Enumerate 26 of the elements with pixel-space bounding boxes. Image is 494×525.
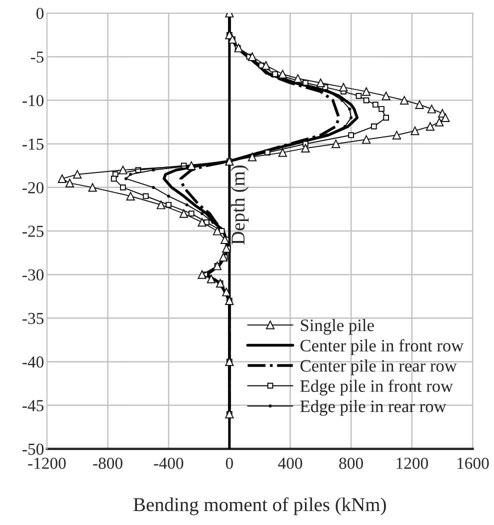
x-tick-label: 0 xyxy=(226,458,233,469)
x-tick-label: 400 xyxy=(278,458,302,469)
legend-label: Single pile xyxy=(300,318,374,335)
x-tick-label: 1600 xyxy=(458,458,489,469)
y-tick-label: -30 xyxy=(22,269,44,281)
legend-label: Edge pile in rear row xyxy=(300,400,446,416)
y-tick-label: 0 xyxy=(36,8,44,20)
y-tick-label: -10 xyxy=(22,94,44,106)
legend-label: Edge pile in front row xyxy=(300,380,454,396)
y-tick-label: -40 xyxy=(22,356,44,368)
y-tick-label: -45 xyxy=(22,400,44,412)
legend-label: Center pile in rear row xyxy=(300,359,457,376)
y-tick-label: -15 xyxy=(22,138,44,150)
x-tick-label: -1200 xyxy=(28,458,66,469)
x-axis-title: Bending moment of piles (kNm) xyxy=(133,497,386,516)
y-tick-label: -20 xyxy=(22,182,44,194)
y-tick-label: -35 xyxy=(22,312,44,324)
y-tick-label: -5 xyxy=(30,52,44,63)
y-tick-label: -25 xyxy=(22,226,44,237)
x-tick-label: 1200 xyxy=(396,458,428,469)
legend-label: Center pile in front row xyxy=(300,339,464,356)
x-tick-label: -400 xyxy=(154,458,184,469)
x-tick-label: 800 xyxy=(339,458,363,469)
y-axis-title: Depth (m) xyxy=(230,165,249,245)
y-tick-label: -50 xyxy=(22,444,44,455)
x-tick-label: -800 xyxy=(93,458,122,469)
